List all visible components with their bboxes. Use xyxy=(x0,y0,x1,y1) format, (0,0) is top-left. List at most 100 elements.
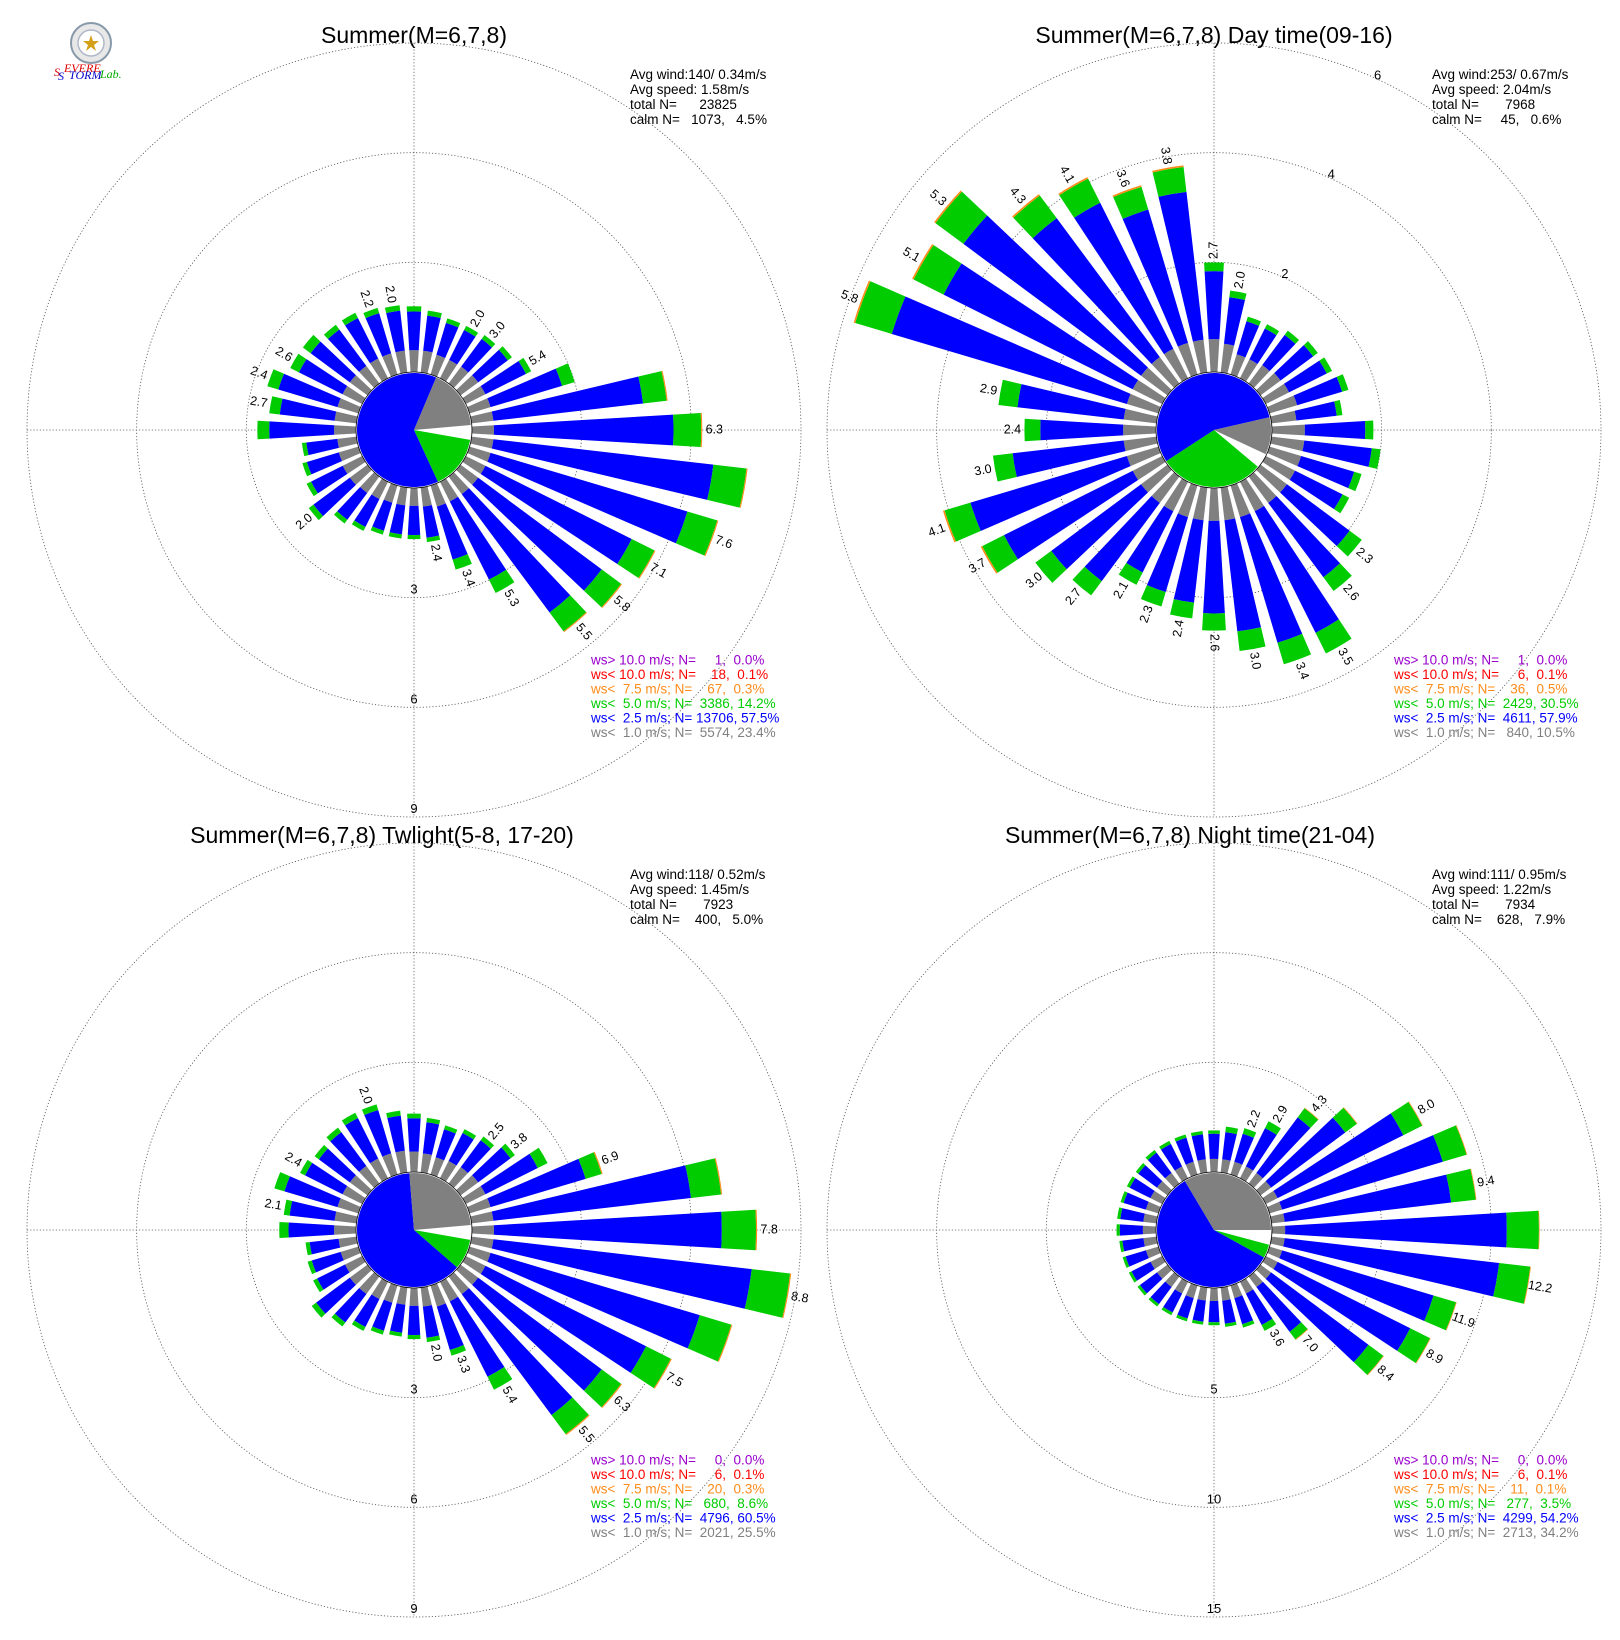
bar-segment xyxy=(1248,1172,1263,1188)
bar-segment xyxy=(782,1273,792,1318)
bar-segment xyxy=(342,455,366,474)
bar-segment xyxy=(439,1278,458,1302)
bar-segment xyxy=(1262,383,1290,405)
direction-bar-270 xyxy=(279,1222,357,1238)
bar-segment xyxy=(462,1129,477,1140)
bar-value-label: 4.1 xyxy=(1057,163,1078,185)
bar-segment xyxy=(462,1186,486,1205)
direction-bar-250 xyxy=(307,1246,361,1275)
bar-segment xyxy=(289,1200,337,1221)
bar-segment xyxy=(487,452,688,544)
direction-bar-160 xyxy=(1230,483,1312,665)
bar-segment xyxy=(963,215,1148,376)
bar-segment xyxy=(1003,470,1139,560)
bar-segment xyxy=(1165,1272,1180,1288)
bar-segment xyxy=(305,1162,348,1195)
bar-segment xyxy=(409,350,419,373)
bar-segment xyxy=(1343,1107,1358,1124)
direction-bar-50 xyxy=(456,346,512,396)
bar-segment xyxy=(1123,1192,1149,1210)
bar-segment xyxy=(1433,1125,1467,1162)
bar-segment xyxy=(310,341,356,383)
severe-storm-lab-logo: S EVERE S TORM Lab. xyxy=(54,22,122,83)
direction-bar-110 xyxy=(1267,446,1362,492)
bar-segment xyxy=(422,505,440,538)
bar-segment xyxy=(1304,1107,1319,1120)
bar-segment xyxy=(1365,420,1374,440)
bar-segment xyxy=(1220,1159,1231,1174)
bar-segment xyxy=(372,1299,393,1331)
bar-segment xyxy=(638,371,667,404)
direction-bar-50 xyxy=(1256,1107,1358,1196)
direction-bar-70 xyxy=(1267,374,1349,414)
bar-segment xyxy=(1245,1128,1277,1171)
bar-segment xyxy=(462,455,486,474)
direction-bar-10 xyxy=(420,310,442,374)
bar-segment xyxy=(1035,550,1067,583)
stats-line: Avg speed: 1.45m/s xyxy=(630,882,749,897)
bar-segment xyxy=(337,1198,361,1214)
bar-segment xyxy=(349,464,372,485)
direction-bar-190 xyxy=(1170,486,1208,619)
bar-segment xyxy=(267,369,285,390)
bar-segment xyxy=(426,535,441,543)
bar-value-label: 4.1 xyxy=(926,521,947,540)
bar-segment xyxy=(1304,421,1366,439)
direction-bar-30 xyxy=(439,1129,477,1182)
bar-segment xyxy=(439,1160,457,1182)
bar-segment xyxy=(1294,401,1337,421)
bar-segment xyxy=(342,1186,366,1205)
bar-segment xyxy=(1397,1328,1431,1363)
bar-segment xyxy=(448,1133,474,1166)
bar-segment xyxy=(470,411,494,424)
direction-bar-220 xyxy=(333,472,380,524)
bar-segment xyxy=(1224,518,1261,632)
bar-value-label: 5.1 xyxy=(901,244,923,265)
direction-bar-60 xyxy=(462,1147,548,1205)
bar-value-label: 2.7 xyxy=(1206,242,1220,259)
bar-segment xyxy=(1390,1101,1423,1136)
bar-segment xyxy=(1122,1238,1145,1252)
bar-segment xyxy=(370,526,384,535)
bar-segment xyxy=(439,478,458,502)
bar-value-label: 2.5 xyxy=(485,1120,507,1142)
bar-segment xyxy=(1273,1261,1411,1351)
calm-pie-slice xyxy=(1214,1230,1270,1258)
bar-value-label: 4.3 xyxy=(1007,184,1029,206)
direction-bar-30 xyxy=(1239,324,1280,382)
legend-entry: ws< 5.0 m/s; N= 680, 8.6% xyxy=(590,1496,768,1511)
direction-bar-130 xyxy=(456,1264,622,1408)
bar-value-label: 12.2 xyxy=(1527,1278,1553,1296)
bar-segment xyxy=(998,379,1022,408)
stats-line: calm N= 1073, 4.5% xyxy=(630,112,767,127)
bar-segment xyxy=(279,1222,289,1238)
bar-segment xyxy=(470,1211,494,1224)
bar-segment xyxy=(1280,484,1350,547)
direction-bar-150 xyxy=(439,1278,513,1390)
bar-segment xyxy=(407,1334,421,1340)
bar-segment xyxy=(406,306,422,312)
direction-bar-10 xyxy=(1220,290,1247,374)
grid-ring xyxy=(26,42,802,818)
bar-segment xyxy=(306,481,318,497)
bar-segment xyxy=(1123,424,1157,436)
bar-value-label: 2.4 xyxy=(1004,422,1021,436)
bar-segment xyxy=(445,318,461,328)
bar-segment xyxy=(1248,472,1277,503)
grid-ring xyxy=(826,842,1602,1618)
bar-segment xyxy=(317,1264,350,1290)
bar-segment xyxy=(300,1159,313,1176)
calm-pie-slice xyxy=(1214,417,1271,455)
bar-segment xyxy=(1239,1166,1254,1182)
bar-segment xyxy=(1145,1149,1157,1160)
bar-segment xyxy=(311,465,348,494)
bar-segment xyxy=(714,1158,723,1195)
bar-segment xyxy=(461,1288,573,1416)
bar-segment xyxy=(1248,1272,1263,1288)
direction-bar-340 xyxy=(363,307,398,377)
ring-label: 4 xyxy=(1328,167,1335,182)
direction-bar-310 xyxy=(1135,1163,1172,1196)
bar-segment xyxy=(1142,1225,1157,1235)
bar-segment xyxy=(351,520,366,531)
direction-bar-100 xyxy=(470,436,748,508)
